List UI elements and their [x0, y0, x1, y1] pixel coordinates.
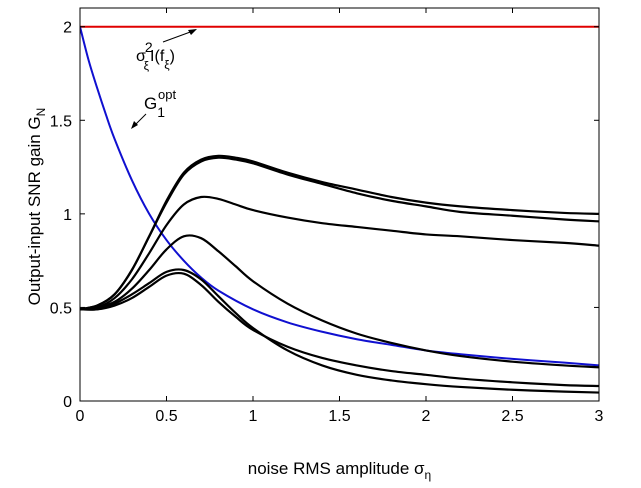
annotation-sigma-fisher: σ2 ξI(fξ) — [136, 39, 175, 73]
ticks-layer: 0 0.5 1 1.5 2 2.5 3 0 0.5 1 1.5 2 — [50, 8, 604, 425]
y-axis-label: Output-input SNR gain GN — [25, 108, 48, 306]
x-tick-label: 3 — [595, 408, 604, 425]
series-line-1 — [80, 26, 599, 367]
annotation-arrowhead — [188, 29, 197, 35]
series-layer — [80, 25, 599, 394]
y-tick-label: 0 — [63, 394, 72, 411]
x-tick-label: 0 — [76, 408, 85, 425]
x-tick-label: 2.5 — [501, 408, 523, 425]
x-tick-label: 0.5 — [155, 408, 177, 425]
series-line-3 — [80, 156, 599, 311]
x-tick-label: 1.5 — [328, 408, 350, 425]
series-line-7 — [80, 268, 599, 394]
x-axis-label: noise RMS amplitude ση — [248, 459, 431, 482]
annotation-g1-opt: G1opt — [144, 87, 176, 120]
x-tick-label: 2 — [422, 408, 431, 425]
x-tick-label: 1 — [249, 408, 258, 425]
y-tick-label: 0.5 — [50, 300, 72, 317]
series-line-6 — [80, 271, 599, 388]
annotation-arrow-line — [162, 30, 194, 43]
series-line-4 — [80, 195, 599, 311]
annotation-arrowhead — [131, 121, 138, 129]
y-tick-label: 2 — [63, 20, 72, 37]
y-tick-label: 1 — [63, 207, 72, 224]
series-line-5 — [80, 234, 599, 369]
annotation-layer: σ2 ξI(fξ) G1opt — [131, 29, 197, 129]
y-tick-label: 1.5 — [50, 113, 72, 130]
